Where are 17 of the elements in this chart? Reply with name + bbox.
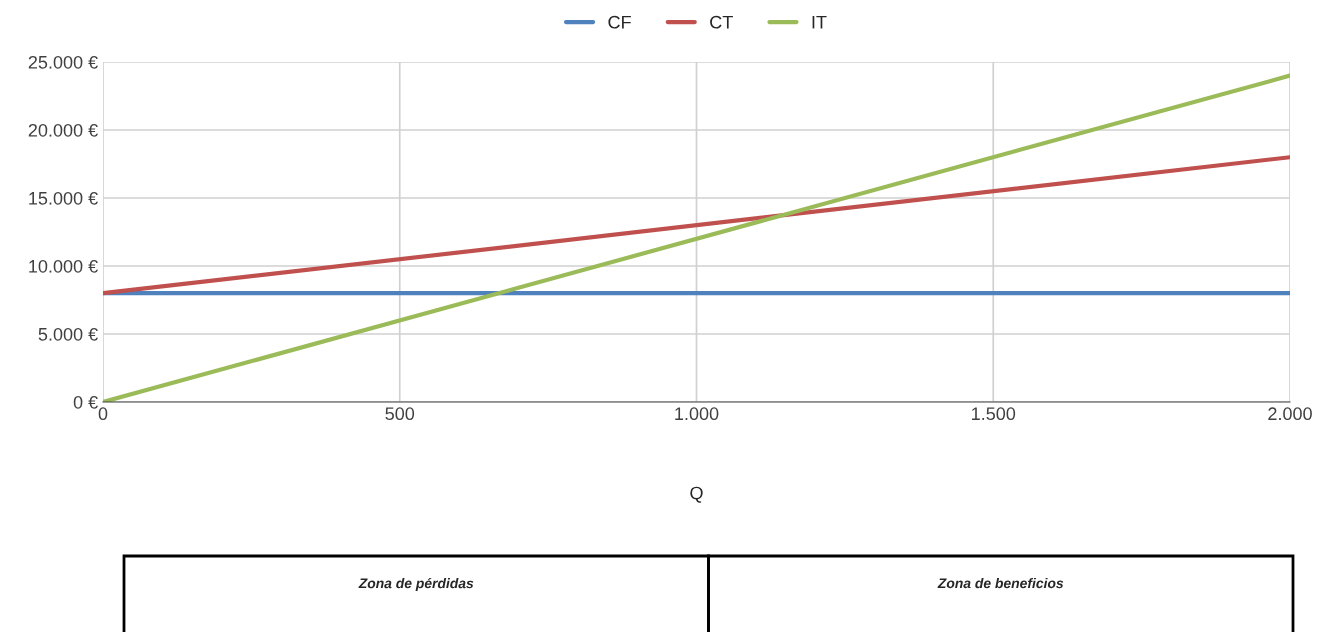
y-tick-label: 0 € <box>73 395 98 409</box>
x-tick-label: 1.500 <box>972 407 1016 421</box>
text: Zona de pérdidas <box>358 577 474 591</box>
x-tick-label: 0 <box>98 407 108 421</box>
legend-label: CT <box>710 15 733 29</box>
legend-label: IT <box>812 15 827 29</box>
x-tick-label: 500 <box>385 407 415 421</box>
x-axis-title: Q <box>690 486 703 503</box>
y-tick-label: 5.000 € <box>38 327 98 341</box>
y-tick-label: 15.000 € <box>29 191 98 205</box>
y-tick-label: 20.000 € <box>28 123 98 137</box>
legend-label: CF <box>608 15 631 29</box>
y-tick-label: 10.000 € <box>29 259 98 273</box>
x-tick-label: 1.000 <box>675 407 719 421</box>
x-tick-label: 2.000 <box>1268 407 1312 421</box>
y-tick-label: 25.000 € <box>28 55 98 69</box>
text: Zona de beneficios <box>937 577 1064 589</box>
